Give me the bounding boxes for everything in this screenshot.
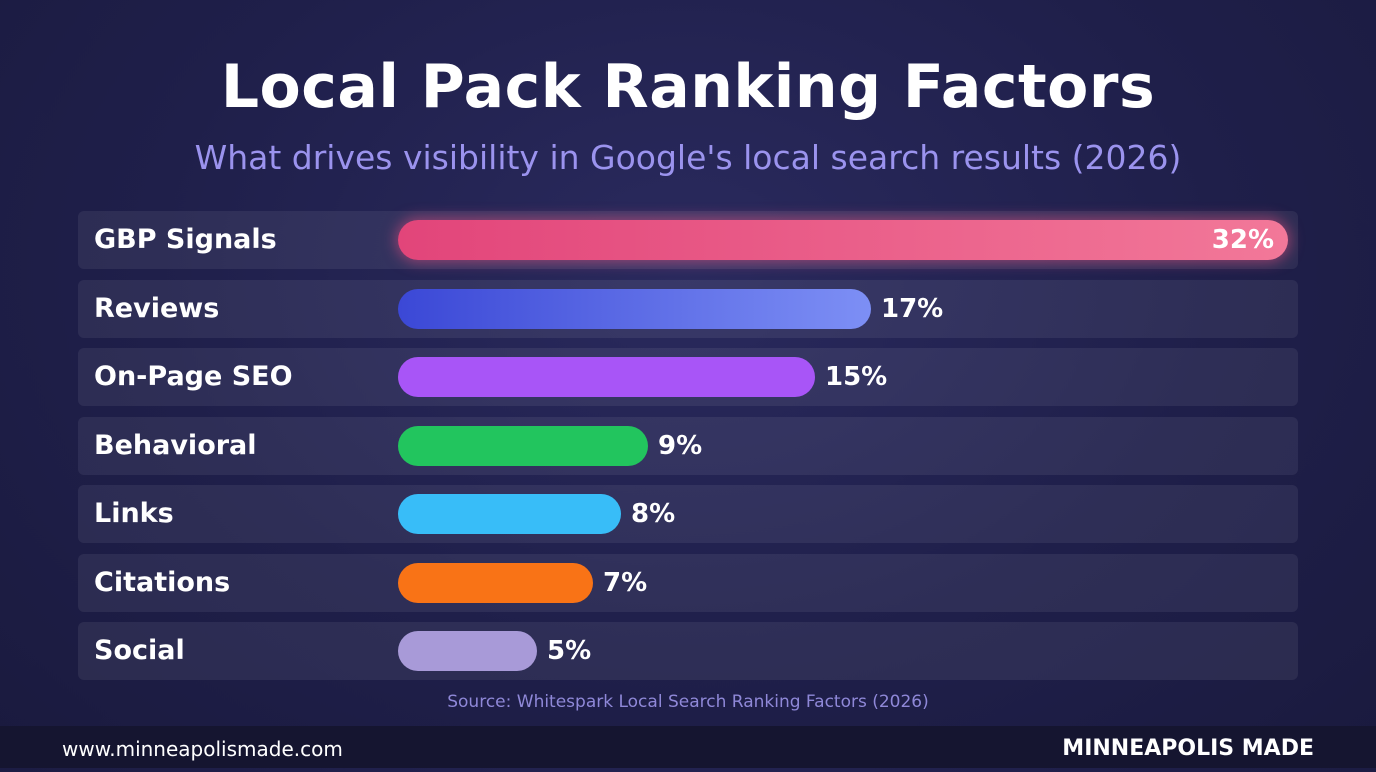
chart-row	[78, 554, 1298, 612]
bar	[398, 357, 815, 397]
chart-row	[78, 417, 1298, 475]
chart-subtitle: What drives visibility in Google's local…	[194, 138, 1182, 177]
category-label: Citations	[94, 567, 231, 598]
category-label: On-Page SEO	[94, 361, 293, 392]
source-note: Source: Whitespark Local Search Ranking …	[447, 692, 929, 712]
footer-brand: MINNEAPOLIS MADE	[1062, 736, 1314, 761]
category-label: Links	[94, 498, 174, 529]
data-label: 8%	[631, 499, 676, 529]
category-label: GBP Signals	[94, 224, 277, 255]
category-label: Reviews	[94, 293, 220, 324]
bar	[398, 494, 621, 534]
data-label: 17%	[881, 294, 944, 324]
bar	[398, 289, 871, 329]
chart-row	[78, 485, 1298, 543]
footer-url[interactable]: www.minneapolismade.com	[62, 737, 343, 761]
chart-row	[78, 622, 1298, 680]
data-label: 32%	[1211, 225, 1274, 255]
bar	[398, 426, 648, 466]
chart-title: Local Pack Ranking Factors	[220, 52, 1156, 122]
data-label: 15%	[825, 362, 888, 392]
bar	[398, 220, 1288, 260]
bar	[398, 631, 537, 671]
footer-bar: www.minneapolismade.com MINNEAPOLIS MADE	[0, 726, 1376, 768]
category-label: Behavioral	[94, 430, 257, 461]
bar	[398, 563, 593, 603]
data-label: 7%	[603, 568, 648, 598]
category-label: Social	[94, 635, 185, 666]
data-label: 5%	[547, 636, 592, 666]
data-label: 9%	[658, 431, 703, 461]
